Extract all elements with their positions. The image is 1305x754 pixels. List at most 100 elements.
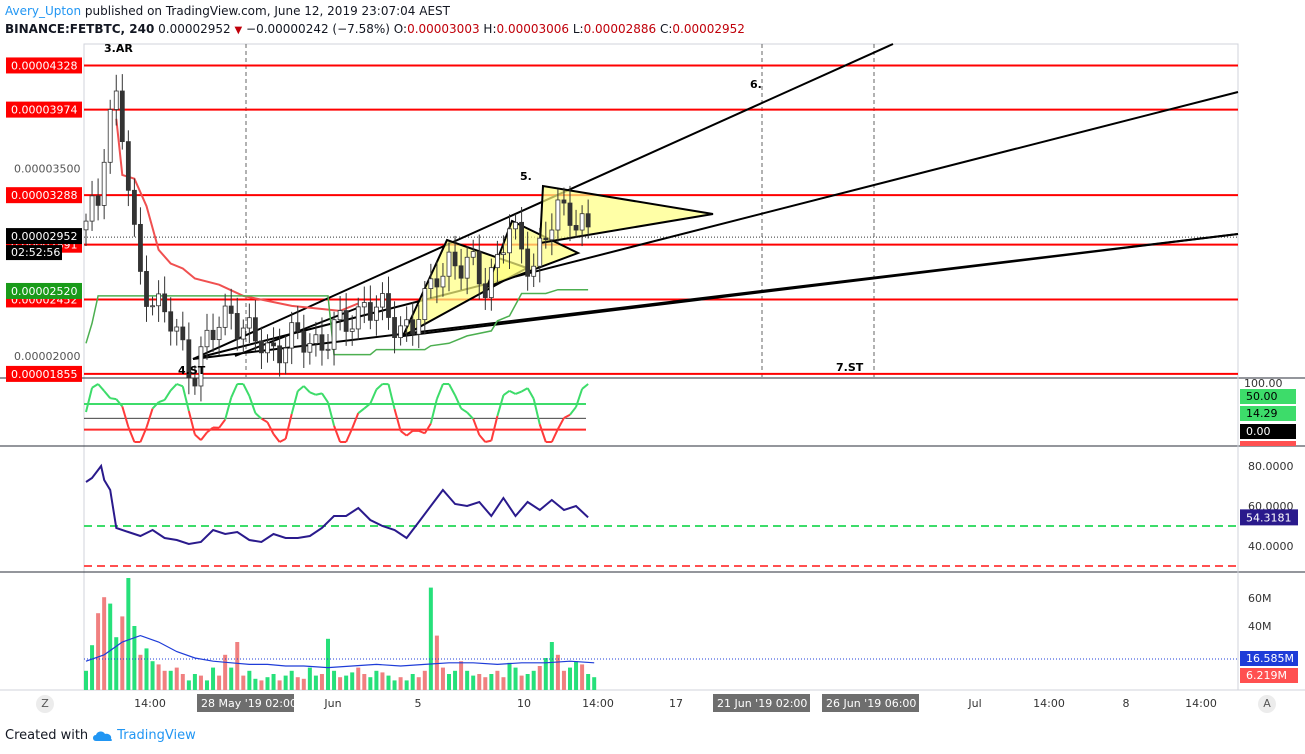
stoch-line-segment	[309, 391, 317, 396]
volume-bar	[114, 637, 119, 690]
publish-text: published on TradingView.com, June 12, 2…	[84, 4, 450, 18]
candle-body	[446, 251, 452, 277]
time-highlight-label: 26 Jun '19 06:00	[826, 697, 916, 710]
volume-bar	[434, 635, 439, 690]
volume-bar	[265, 677, 270, 690]
candle-body	[337, 310, 343, 321]
candle-body	[168, 311, 174, 332]
stoch-line-segment	[496, 394, 505, 417]
auto-scale-left-button[interactable]: Z	[36, 695, 54, 713]
stoch-line-segment	[435, 383, 444, 400]
volume-bar	[386, 675, 391, 690]
time-axis-label: 17	[669, 697, 683, 710]
volume-bar	[174, 667, 179, 690]
stoch-line-segment	[509, 389, 517, 395]
volume-ma-line	[85, 634, 595, 669]
stoch-axis-label: 50.00	[1246, 390, 1278, 403]
stoch-line-segment	[333, 425, 342, 443]
volume-bar	[580, 664, 585, 690]
volume-bar	[102, 597, 107, 690]
tradingview-logo[interactable]: TradingView	[92, 728, 196, 743]
stoch-line-segment	[284, 413, 293, 440]
wave-annotation: 4.ST	[178, 364, 206, 377]
high-value: 0.00003006	[496, 22, 570, 36]
volume-bar	[555, 654, 560, 690]
stoch-line-segment	[538, 423, 547, 443]
stoch-line-segment	[393, 408, 402, 432]
wave-annotation: 5.	[520, 170, 532, 183]
volume-bar	[356, 667, 361, 690]
volume-bar	[168, 670, 173, 690]
candle-body	[144, 271, 149, 307]
candle-body	[349, 328, 355, 332]
stoch-line-segment	[515, 390, 522, 395]
created-with-text: Created with	[5, 728, 89, 743]
stoch-neg-bg	[1240, 441, 1296, 446]
stoch-line-segment	[357, 407, 365, 414]
price-change: −0.00000242 (−7.58%)	[246, 22, 390, 36]
candle-body	[513, 221, 518, 230]
volume-bar	[277, 680, 282, 690]
volume-bar	[295, 677, 300, 690]
stoch-line-segment	[260, 417, 269, 424]
stoch-line-segment	[557, 417, 565, 430]
candle-body	[277, 345, 283, 364]
stoch-line-segment	[550, 428, 559, 443]
candle-body	[488, 267, 494, 298]
stoch-current-label: 14.29	[1246, 407, 1278, 420]
stoch-line-segment	[145, 408, 154, 428]
current-price-label-bg	[6, 228, 82, 245]
stoch-line-segment	[478, 434, 487, 443]
rsi-axis-label: 80.0000	[1248, 460, 1294, 473]
author-link[interactable]: Avery_Upton	[5, 4, 82, 18]
stoch-line-segment	[369, 389, 378, 404]
candle-body	[392, 317, 397, 338]
candle-body	[156, 293, 162, 307]
volume-bar	[380, 672, 385, 690]
candle-body	[482, 283, 488, 298]
candle-body	[162, 293, 168, 313]
volume-bar	[453, 670, 458, 690]
price-level-label-bg	[6, 101, 82, 118]
stoch-line-segment	[91, 383, 99, 389]
stoch-line-segment	[526, 387, 535, 400]
tradingview-brand: TradingView	[117, 728, 196, 743]
stoch-line-segment	[139, 427, 148, 443]
stoch-line-segment	[399, 430, 408, 437]
candle-body	[259, 340, 264, 354]
stoch-line-segment	[575, 388, 584, 408]
stoch-line-segment	[418, 429, 426, 435]
volume-bar	[495, 670, 500, 690]
volume-bar	[392, 680, 397, 690]
stoch-line-segment	[423, 422, 432, 434]
stoch-line-segment	[460, 407, 468, 414]
candle-body	[416, 319, 422, 335]
trend-line	[402, 233, 1239, 337]
candle-body	[537, 237, 543, 267]
auto-scale-right-button[interactable]: A	[1258, 695, 1276, 713]
footer: Created with TradingView	[5, 728, 196, 743]
candle-body	[452, 251, 458, 267]
price-level-label-bg	[6, 57, 82, 74]
volume-bar	[205, 680, 209, 690]
candle-body	[186, 339, 192, 379]
volume-bar	[84, 670, 88, 690]
candle-body	[470, 251, 476, 258]
candle-body	[585, 213, 591, 228]
stoch-line-segment	[532, 398, 541, 425]
candle-body	[561, 199, 567, 204]
volume-bar	[126, 578, 131, 690]
candle-body	[125, 141, 131, 191]
stoch-line-segment	[303, 385, 311, 394]
volume-bar	[259, 680, 264, 690]
volume-bar	[586, 674, 591, 690]
volume-bar	[416, 677, 421, 690]
stoch-line-segment	[248, 395, 257, 414]
time-axis-label: 14:00	[582, 697, 614, 710]
candle-body	[501, 252, 506, 256]
price-level-label-bg	[6, 187, 82, 204]
candle-body	[519, 221, 524, 250]
volume-bar	[501, 677, 506, 690]
close-value: 0.00002952	[672, 22, 745, 36]
